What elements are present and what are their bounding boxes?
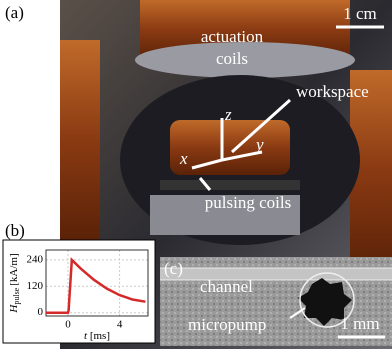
x-tick-label: 4 [117,319,123,331]
axis-unit: [ms] [90,330,110,342]
photo-c [160,257,392,346]
photo-a [60,0,392,349]
axis-subscript: pulse [12,287,21,304]
axis-symbol: t [84,330,88,342]
scale-label: 1 cm [343,4,377,23]
y-axis-label: Hpulse [kA/m] [8,253,21,313]
axis-name: z [224,105,232,124]
panel-label: (c) [164,259,183,278]
annotation: actuation [201,27,264,46]
panel-label: (b) [5,221,25,240]
scale-label: 1 mm [340,314,379,333]
panel-label: (a) [5,3,24,22]
y-tick-label: 240 [27,253,44,265]
chart-frame [2,239,156,344]
axis-symbol: H [8,304,20,314]
arrows [191,25,384,191]
x-tick-label: 0 [65,319,71,331]
y-tick-label: 120 [27,280,44,292]
x-axis-label: t [ms] [84,330,110,342]
axis-unit: [kA/m] [8,253,20,285]
annotation: pulsing coils [205,193,291,212]
plot-area [45,249,149,317]
annotation: micropump [188,315,266,334]
axis-name: y [254,135,264,154]
annotation: channel [200,277,253,296]
y-tick-label: 0 [38,306,44,318]
data-line [46,257,146,314]
axis-name: x [179,149,188,168]
annotation: workspace [296,82,369,101]
annotation: coils [216,49,248,68]
